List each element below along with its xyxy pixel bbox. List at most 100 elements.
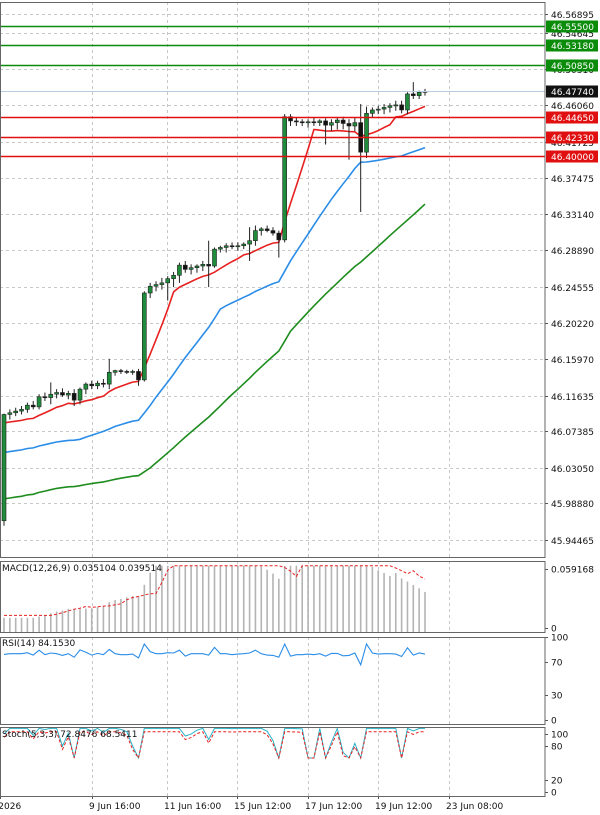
resistance-level-tag [546,20,598,33]
time-tick-label: 5 Jun 2026 [0,802,21,812]
candle [375,105,381,115]
candle-body-up [36,396,42,408]
current-price-label: 46.47740 [551,88,594,98]
candle-body-down [323,120,328,126]
macd-panel[interactable]: MACD(12,26,9) 0.035104 0.039514 [2,564,426,632]
price-panel[interactable] [0,25,545,526]
candle [42,392,48,401]
candle-body-down [311,121,317,124]
price-levels [0,25,545,158]
candle [142,291,147,382]
candle [241,242,247,250]
candle-body-down [206,264,211,267]
candle [19,406,24,415]
candle-body-up [305,121,311,124]
candle-body-up [165,278,171,284]
moving-averages [3,105,426,500]
price-tick-label: 45.98880 [551,500,594,510]
candle [276,230,282,258]
candle-body-up [405,93,410,111]
stoch-panel[interactable]: Stoch(5,3,3) 72.8476 68.5411 [2,726,425,760]
candle-body-up [393,104,399,107]
candle [346,119,352,160]
candle-body-up [13,410,18,414]
price-tick-label: 46.28890 [551,247,594,257]
stoch-tick-label: 100 [551,731,568,741]
candle-body-down [346,123,352,127]
candle [7,409,13,420]
candle [387,103,393,113]
candle-body-down [71,393,77,401]
candle [30,400,36,410]
candle-body-down [101,382,106,385]
stoch-plot [3,726,425,760]
candle [253,225,258,246]
candle [329,119,334,132]
price-tick-label: 46.03050 [551,465,594,475]
macd-tick-label: 0 [551,625,557,635]
time-tick-label: 23 Jun 08:00 [446,802,503,812]
stoch-tick-label: 0 [551,789,557,799]
candle [258,227,264,236]
grid [0,2,545,796]
support-level-tag-label: 46.42330 [551,134,594,144]
candle [305,119,311,128]
candle [334,117,340,130]
macd-tick-label: 0.059168 [551,566,594,576]
candle-body-up [142,292,147,381]
candle-body-up [370,109,375,114]
candle [381,104,387,115]
candle [317,119,323,126]
rsi-line [3,642,426,667]
candle [264,225,270,233]
candle [118,368,124,374]
candle-body-down [124,371,130,373]
ma-mid-line [3,146,426,454]
rsi-panel[interactable]: RSI(14) 84.1530 [2,639,426,667]
candle-body-down [229,245,235,248]
candle-body-up [159,282,165,285]
candle-body-down [411,93,416,96]
candle [54,389,59,399]
macd-signal-line [4,565,426,616]
candle [95,380,100,390]
stoch-label: Stoch(5,3,3) 72.8476 68.5411 [2,730,137,740]
stoch-tick-label: 20 [551,777,563,787]
candle-body-up [153,284,159,287]
candle-body-up [223,245,229,248]
candle [370,107,375,118]
macd-label: MACD(12,26,9) 0.035104 0.039514 [2,564,162,574]
candle [153,281,159,292]
candle-body-up [200,264,206,267]
resistance-level-tag [546,59,598,72]
candle [60,388,65,397]
price-tick-label: 46.33140 [551,211,594,221]
stoch-tick-label: 80 [551,743,563,753]
rsi-label: RSI(14) 84.1530 [2,639,75,649]
price-tick-label: 46.20220 [551,320,594,330]
candle [358,104,363,213]
candle [182,260,188,273]
macd-plot [3,565,426,632]
resistance-level-tag-label: 46.53180 [551,42,594,52]
ma-slow-line [3,203,426,500]
candle [165,276,171,301]
candle-body-up [218,247,223,250]
candle-body-down [294,120,299,123]
candle [25,402,30,413]
resistance-level-tag [546,39,598,52]
candles [1,82,428,526]
support-level-tag [546,111,598,124]
candle-body-up [95,382,100,387]
candle [364,106,369,159]
candle-body-down [340,119,346,124]
candle [352,117,358,132]
candle-body-up [317,120,323,123]
time-tick-label: 15 Jun 12:00 [234,802,291,812]
candle-body-up [334,119,340,123]
price-tick-label: 46.15970 [551,356,594,366]
support-level-tag-label: 46.40000 [551,153,594,163]
candle-body-up [177,264,182,276]
candle-body-up [235,245,241,248]
